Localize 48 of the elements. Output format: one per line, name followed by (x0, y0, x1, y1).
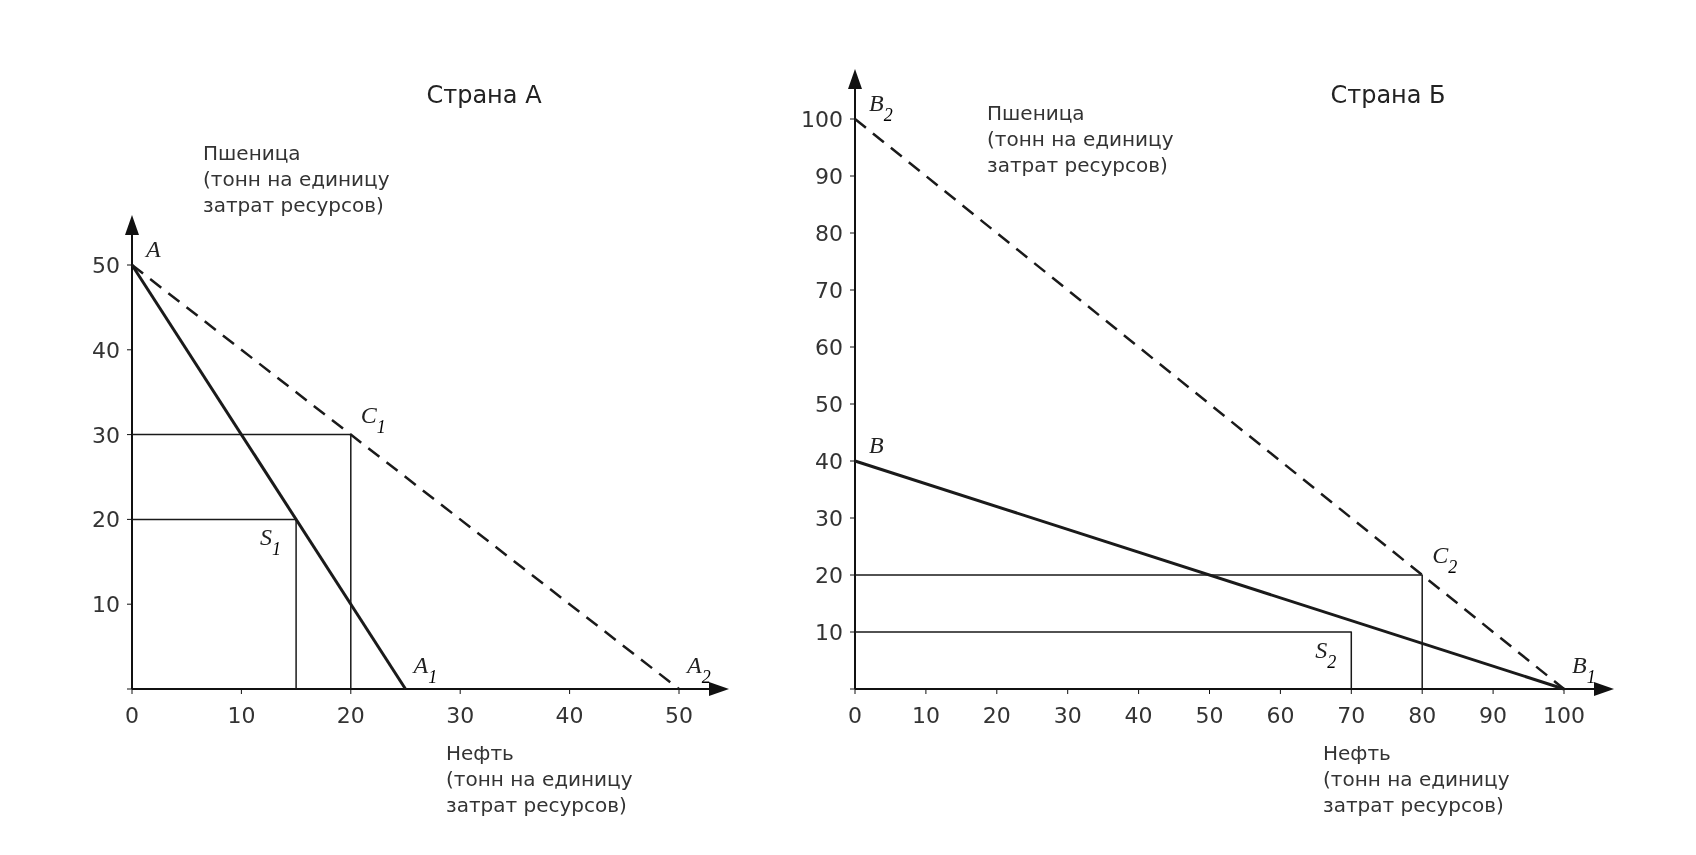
annotation: S$_{2}$ (1315, 637, 1337, 672)
y-tick-label: 40 (92, 337, 120, 363)
x-tick-label: 30 (1053, 703, 1082, 728)
x-tick-label: 100 (1543, 703, 1585, 728)
y-tick-label: 50 (815, 392, 843, 417)
x-tick-label: 20 (982, 703, 1011, 728)
annotation: B$_{1}$ (1572, 652, 1596, 687)
x-tick-label: 80 (1408, 703, 1437, 728)
y-tick-label: 80 (815, 221, 843, 246)
x-tick-label: 0 (125, 703, 139, 728)
y-tick-label: 30 (815, 506, 843, 531)
y-axis-title: Пшеница (тонн на единицу затрат ресурсов) (987, 101, 1174, 177)
x-tick-label: 70 (1337, 703, 1366, 728)
x-axis-title: Нефть (тонн на единицу затрат ресурсов) (446, 741, 633, 817)
x-axis-title: Нефть (тонн на единицу затрат ресурсов) (1323, 741, 1510, 817)
y-tick-label: 30 (92, 422, 120, 448)
y-tick-label: 50 (92, 253, 120, 278)
x-tick-label: 40 (555, 703, 584, 728)
x-tick-label: 30 (446, 703, 475, 728)
x-tick-label: 10 (227, 703, 256, 728)
x-tick-label: 50 (1195, 703, 1224, 728)
y-tick-label: 20 (815, 563, 843, 588)
chart-title: Страна А (426, 81, 543, 109)
x-tick-label: 20 (336, 703, 365, 728)
annotation: S$_{1}$ (260, 524, 282, 560)
x-tick-label: 90 (1479, 703, 1508, 728)
y-tick-label: 20 (92, 507, 120, 533)
y-tick-label: 60 (815, 335, 843, 360)
x-tick-label: 60 (1266, 703, 1295, 728)
chart-title: Страна Б (1330, 81, 1446, 109)
y-axis-title: Пшеница (тонн на единицу затрат ресурсов) (203, 141, 390, 217)
annotation: C$_{2}$ (1432, 542, 1458, 577)
x-tick-label: 40 (1124, 703, 1153, 728)
x-tick-label: 50 (665, 703, 693, 728)
annotation: A (144, 236, 161, 262)
y-tick-label: 10 (815, 620, 843, 645)
annotation: B (869, 432, 884, 458)
annotation: A$_{2}$ (685, 652, 711, 687)
annotation: C$_{1}$ (360, 401, 386, 437)
y-tick-label: 40 (815, 449, 843, 474)
x-tick-label: 0 (848, 703, 862, 728)
y-tick-label: 100 (801, 107, 843, 132)
annotation: A$_{1}$ (411, 652, 438, 687)
y-tick-label: 90 (815, 164, 843, 189)
annotation: B$_{2}$ (869, 90, 893, 125)
y-tick-label: 10 (92, 592, 120, 618)
x-tick-label: 10 (911, 703, 940, 728)
y-tick-label: 70 (815, 278, 843, 303)
